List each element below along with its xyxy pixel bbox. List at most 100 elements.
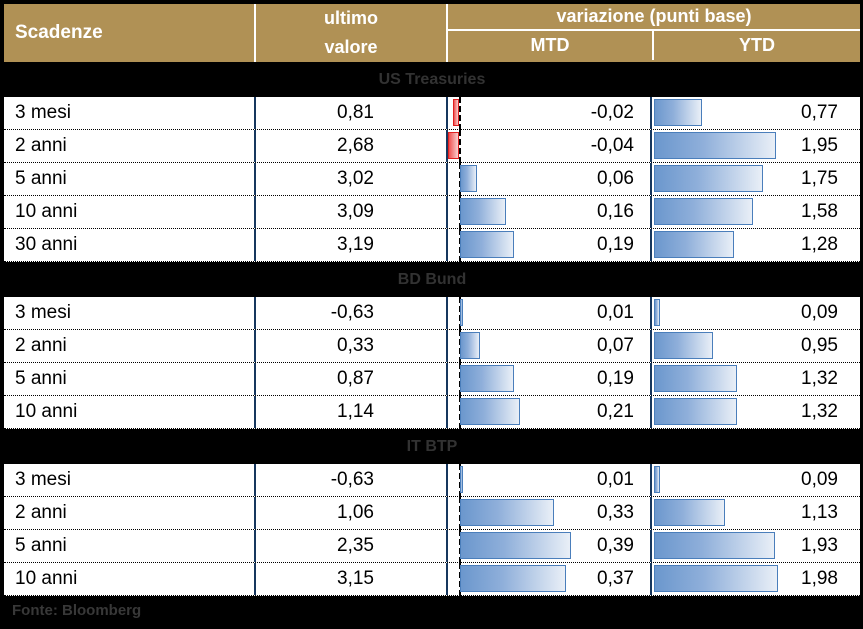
ytd-bar xyxy=(654,365,737,392)
ultimo-valore-cell: 2,68 xyxy=(254,130,446,162)
table-row: 5 anni 0,87 0,19 1,32 xyxy=(4,363,860,396)
ultimo-valore-cell: 3,15 xyxy=(254,563,446,595)
maturity-label: 3 mesi xyxy=(15,469,71,490)
mtd-cell: 0,21 xyxy=(446,396,650,429)
ultimo-valore-cell: -0,63 xyxy=(254,297,446,329)
variazione-title: variazione (punti base) xyxy=(448,4,860,31)
table-row: 2 anni 0,33 0,07 0,95 xyxy=(4,330,860,363)
ytd-bar xyxy=(654,332,714,359)
ultimo-valore-cell: 0,33 xyxy=(254,330,446,362)
ytd-cell: 1,58 xyxy=(650,196,860,228)
maturity-label: 10 anni xyxy=(15,401,78,422)
mtd-value: 0,16 xyxy=(597,201,634,222)
mtd-value: 0,37 xyxy=(597,568,634,589)
mtd-bar xyxy=(460,198,506,225)
mtd-cell: -0,02 xyxy=(446,97,650,130)
mtd-value: -0,04 xyxy=(590,135,634,156)
ytd-cell: 0,09 xyxy=(650,464,860,496)
ytd-value: 1,93 xyxy=(801,535,838,556)
mtd-bar xyxy=(460,165,478,192)
maturity-label: 5 anni xyxy=(15,368,67,389)
table-row: 10 anni 1,14 0,21 1,32 xyxy=(4,396,860,429)
ytd-bar xyxy=(654,499,725,526)
mtd-value: 0,01 xyxy=(597,302,634,323)
ytd-bar xyxy=(654,466,660,493)
ultimo-valore-cell: -0,63 xyxy=(254,464,446,496)
ytd-cell: 1,93 xyxy=(650,530,860,562)
table-row: 2 anni 1,06 0,33 1,13 xyxy=(4,497,860,530)
mtd-cell: 0,16 xyxy=(446,196,650,229)
maturity-label: 2 anni xyxy=(15,335,67,356)
maturity-label: 10 anni xyxy=(15,201,78,222)
ytd-bar xyxy=(654,532,775,559)
ytd-value: 0,95 xyxy=(801,335,838,356)
ytd-value: 1,32 xyxy=(801,401,838,422)
mtd-cell: 0,01 xyxy=(446,297,650,330)
ytd-value: 1,58 xyxy=(801,201,838,222)
ytd-value: 1,95 xyxy=(801,135,838,156)
ultimo-valore-cell: 3,02 xyxy=(254,163,446,195)
ytd-bar xyxy=(654,299,660,326)
ytd-cell: 0,09 xyxy=(650,297,860,329)
section-header-bd-bund: BD Bund xyxy=(4,262,860,297)
ytd-bar xyxy=(654,398,737,425)
mtd-bar xyxy=(453,99,459,126)
mtd-value: 0,06 xyxy=(597,168,634,189)
column-header-ultimo-valore: ultimo valore xyxy=(254,4,446,62)
mtd-bar xyxy=(460,231,515,258)
maturity-label: 10 anni xyxy=(15,568,78,589)
mtd-cell: 0,19 xyxy=(446,229,650,262)
ytd-value: 1,32 xyxy=(801,368,838,389)
ytd-value: 1,75 xyxy=(801,168,838,189)
mtd-cell: 0,39 xyxy=(446,530,650,563)
mtd-value: 0,21 xyxy=(597,401,634,422)
ytd-bar xyxy=(654,198,753,225)
mtd-value: 0,19 xyxy=(597,368,634,389)
mtd-cell: 0,19 xyxy=(446,363,650,396)
table-row: 5 anni 2,35 0,39 1,93 xyxy=(4,530,860,563)
section-header-it-btp: IT BTP xyxy=(4,429,860,464)
ytd-cell: 0,95 xyxy=(650,330,860,362)
table-row: 3 mesi -0,63 0,01 0,09 xyxy=(4,464,860,497)
zero-baseline xyxy=(459,130,461,163)
table-row: 3 mesi 0,81 -0,02 0,77 xyxy=(4,97,860,130)
maturity-label: 3 mesi xyxy=(15,302,71,323)
ytd-value: 0,09 xyxy=(801,302,838,323)
ultimo-valore-cell: 1,14 xyxy=(254,396,446,428)
maturity-label: 5 anni xyxy=(15,535,67,556)
table-row: 3 mesi -0,63 0,01 0,09 xyxy=(4,297,860,330)
mtd-bar xyxy=(460,398,520,425)
mtd-bar xyxy=(447,132,459,159)
table-row: 30 anni 3,19 0,19 1,28 xyxy=(4,229,860,262)
mtd-value: 0,07 xyxy=(597,335,634,356)
ultimo-valore-cell: 3,19 xyxy=(254,229,446,261)
ultimo-valore-cell: 2,35 xyxy=(254,530,446,562)
mtd-cell: 0,06 xyxy=(446,163,650,196)
mtd-value: 0,39 xyxy=(597,535,634,556)
mtd-bar xyxy=(460,532,572,559)
mtd-value: 0,33 xyxy=(597,502,634,523)
column-header-scadenze: Scadenze xyxy=(4,4,254,62)
table-header: Scadenze ultimo valore variazione (punti… xyxy=(4,4,860,62)
ytd-cell: 1,32 xyxy=(650,363,860,395)
mtd-bar xyxy=(460,466,463,493)
column-header-ytd: YTD xyxy=(652,31,860,60)
mtd-cell: 0,01 xyxy=(446,464,650,497)
section-header-us-treasuries: US Treasuries xyxy=(4,62,860,97)
column-header-mtd: MTD xyxy=(530,35,570,55)
zero-baseline xyxy=(459,97,461,130)
maturity-label: 3 mesi xyxy=(15,102,71,123)
ytd-value: 0,77 xyxy=(801,102,838,123)
ytd-bar xyxy=(654,231,734,258)
ultimo-valore-cell: 0,81 xyxy=(254,97,446,129)
mtd-bar xyxy=(460,365,515,392)
ytd-bar xyxy=(654,132,776,159)
ultimo-valore-cell: 0,87 xyxy=(254,363,446,395)
table-row: 2 anni 2,68 -0,04 1,95 xyxy=(4,130,860,163)
maturity-label: 30 anni xyxy=(15,234,78,255)
mtd-bar xyxy=(460,332,480,359)
ytd-value: 1,28 xyxy=(801,234,838,255)
maturity-label: 5 anni xyxy=(15,168,67,189)
mtd-value: 0,19 xyxy=(597,234,634,255)
